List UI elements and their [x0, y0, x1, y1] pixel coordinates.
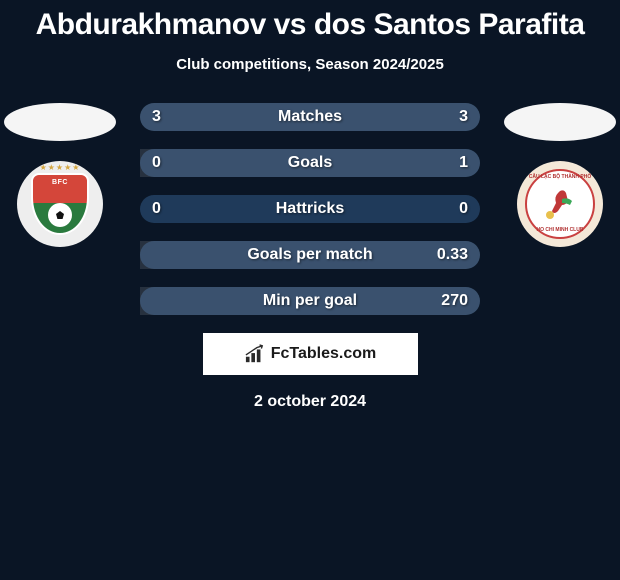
comparison-area: ★★★★★ BFC CÂU LẠC BỘ THÀNH PHỐ HO CHI MI…	[0, 103, 620, 315]
stat-rows: 3 Matches 3 0 Goals 1 0 Hattricks 0 Goals per mat…	[140, 103, 480, 315]
stat-label: Goals per match	[247, 246, 372, 264]
stat-value-right: 3	[459, 108, 468, 126]
soccer-ball-icon	[48, 203, 72, 227]
stat-row: 0 Hattricks 0	[140, 195, 480, 223]
club-badge-right: CÂU LẠC BỘ THÀNH PHỐ HO CHI MINH CLUB	[517, 161, 603, 247]
stat-label: Goals	[288, 154, 332, 172]
player-photo-left	[4, 103, 116, 141]
circle-logo: CÂU LẠC BỘ THÀNH PHỐ HO CHI MINH CLUB	[525, 169, 595, 239]
stat-value-left: 3	[152, 108, 161, 126]
badge-left-text: BFC	[33, 179, 87, 186]
footer-text: FcTables.com	[271, 345, 377, 363]
stat-row: Min per goal 270	[140, 287, 480, 315]
badge-right-bottom-text: HO CHI MINH CLUB	[527, 227, 593, 233]
stat-value-right: 1	[459, 154, 468, 172]
stat-row: 0 Goals 1	[140, 149, 480, 177]
stat-value-right: 0	[459, 200, 468, 218]
date-label: 2 october 2024	[0, 393, 620, 411]
shield-logo: ★★★★★ BFC	[31, 173, 89, 235]
stat-value-right: 270	[441, 292, 468, 310]
stars-icon: ★★★★★	[31, 163, 89, 172]
stat-row: Goals per match 0.33	[140, 241, 480, 269]
footer-attribution: FcTables.com	[203, 333, 418, 375]
stat-value-left: 0	[152, 154, 161, 172]
badge-right-top-text: CÂU LẠC BỘ THÀNH PHỐ	[527, 174, 593, 180]
club-badge-left: ★★★★★ BFC	[17, 161, 103, 247]
stat-label: Matches	[278, 108, 342, 126]
page-title: Abdurakhmanov vs dos Santos Parafita	[0, 0, 620, 42]
stat-value-right: 0.33	[437, 246, 468, 264]
stat-label: Min per goal	[263, 292, 357, 310]
stat-value-left: 0	[152, 200, 161, 218]
bar-chart-icon	[244, 344, 266, 364]
player-photo-right	[504, 103, 616, 141]
player-figure-icon	[544, 187, 576, 221]
stat-row: 3 Matches 3	[140, 103, 480, 131]
subtitle: Club competitions, Season 2024/2025	[0, 56, 620, 73]
stat-label: Hattricks	[276, 200, 344, 218]
